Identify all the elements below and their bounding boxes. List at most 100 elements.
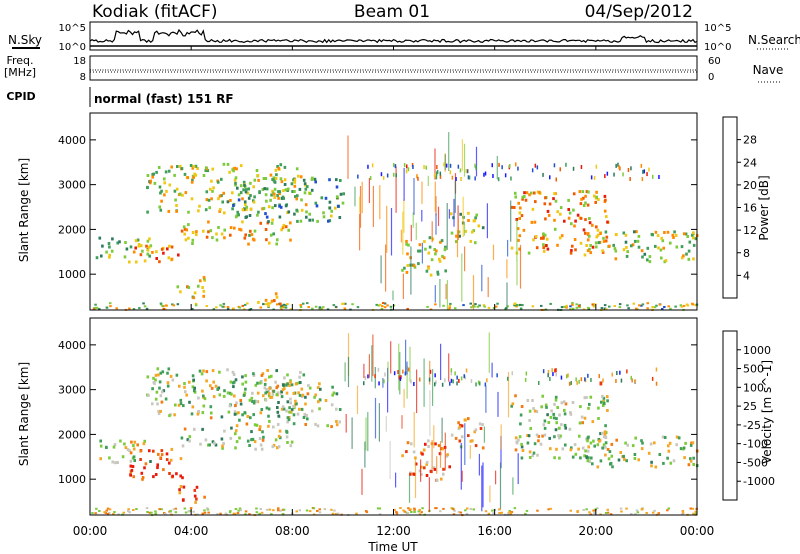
echo-cell xyxy=(280,196,284,200)
echo-cell xyxy=(245,205,248,209)
ground-scatter-cell xyxy=(162,308,165,310)
echo-cell xyxy=(435,249,438,253)
echo-cell xyxy=(186,285,189,289)
echo-cell xyxy=(146,186,149,190)
echo-cell xyxy=(230,426,233,430)
echo-cell xyxy=(246,415,250,418)
ground-scatter-cell xyxy=(232,512,236,515)
ground-scatter-cell xyxy=(593,509,596,512)
echo-cell xyxy=(553,456,556,460)
echo-cell xyxy=(554,199,558,203)
echo-cell xyxy=(602,435,606,439)
streak-cell xyxy=(500,424,502,450)
echo-cell xyxy=(603,209,607,213)
ground-scatter-cell xyxy=(258,512,261,515)
echo-cell xyxy=(442,467,445,471)
ground-scatter-cell xyxy=(498,508,501,511)
ground-scatter-cell xyxy=(472,508,475,511)
top-row-cell xyxy=(555,177,557,182)
echo-cell xyxy=(130,468,134,472)
echo-cell xyxy=(686,235,689,238)
ground-scatter-cell xyxy=(462,304,465,307)
echo-cell xyxy=(304,402,307,406)
echo-cell xyxy=(159,371,163,375)
echo-cell xyxy=(609,461,613,465)
top-row-cell xyxy=(627,168,630,172)
echo-cell xyxy=(98,236,102,240)
ground-scatter-cell xyxy=(281,513,285,515)
echo-cell xyxy=(168,472,171,475)
ground-scatter-cell xyxy=(128,511,131,514)
echo-cell xyxy=(471,230,474,234)
echo-cell xyxy=(125,247,129,251)
echo-cell xyxy=(595,195,598,199)
top-row-cell xyxy=(386,173,389,178)
echo-cell xyxy=(581,190,585,194)
streak-cell xyxy=(429,360,431,385)
ground-scatter-cell xyxy=(681,512,685,515)
echo-cell xyxy=(221,200,224,204)
streak-cell xyxy=(399,352,401,395)
echo-cell xyxy=(254,447,257,451)
top-row-cell xyxy=(536,165,539,170)
echo-cell xyxy=(563,408,566,412)
station-title: Kodiak (fitACF) xyxy=(92,2,218,22)
ground-scatter-cell xyxy=(608,305,611,308)
top-row-cell xyxy=(436,171,438,176)
echo-cell xyxy=(197,396,200,400)
ground-scatter-cell xyxy=(519,303,522,306)
echo-cell xyxy=(290,440,294,444)
top-row-cell xyxy=(413,382,415,386)
echo-cell xyxy=(335,185,339,189)
echo-cell xyxy=(187,286,191,289)
echo-cell xyxy=(228,391,232,395)
echo-cell xyxy=(455,240,458,244)
echo-cell xyxy=(288,384,291,387)
top-row-cell xyxy=(554,368,556,373)
echo-cell xyxy=(428,236,432,240)
echo-cell xyxy=(526,434,529,437)
echo-cell xyxy=(407,243,410,247)
echo-cell xyxy=(510,205,514,209)
y-tick-label: 1000 xyxy=(58,268,86,281)
echo-cell xyxy=(624,233,628,237)
ground-scatter-cell xyxy=(492,307,496,309)
echo-cell xyxy=(546,209,550,213)
streak-cell xyxy=(385,416,387,432)
streak-cell xyxy=(351,417,353,449)
echo-cell xyxy=(235,424,239,428)
echo-cell xyxy=(625,459,628,463)
echo-cell xyxy=(248,233,251,237)
echo-cell xyxy=(233,226,236,230)
echo-cell xyxy=(183,427,187,431)
ground-scatter-cell xyxy=(635,307,638,310)
top-row-cell xyxy=(475,382,477,387)
echo-cell xyxy=(278,190,282,194)
echo-cell xyxy=(457,230,461,234)
freq-left-tick-bottom: 8 xyxy=(80,72,86,83)
echo-cell xyxy=(563,412,567,416)
echo-cell xyxy=(157,166,161,169)
streak-cell xyxy=(431,221,433,243)
echo-cell xyxy=(579,241,583,245)
echo-cell xyxy=(191,231,195,234)
ground-scatter-cell xyxy=(515,304,519,306)
echo-cell xyxy=(514,436,518,440)
top-row-cell xyxy=(475,166,477,171)
echo-cell xyxy=(584,231,587,235)
top-row-cell xyxy=(464,375,467,380)
top-row-cell xyxy=(416,174,418,179)
echo-cell xyxy=(324,196,328,200)
echo-cell xyxy=(159,409,162,413)
echo-cell xyxy=(406,252,409,256)
echo-cell xyxy=(201,411,205,415)
echo-cell xyxy=(99,457,102,461)
ground-scatter-cell xyxy=(183,507,187,510)
echo-cell xyxy=(181,193,184,197)
noise-right-tick-bottom: 10^0 xyxy=(704,42,731,53)
echo-cell xyxy=(293,190,296,193)
echo-cell xyxy=(305,215,308,219)
top-row-cell xyxy=(436,165,438,169)
echo-cell xyxy=(171,474,174,478)
echo-cell xyxy=(545,237,549,241)
